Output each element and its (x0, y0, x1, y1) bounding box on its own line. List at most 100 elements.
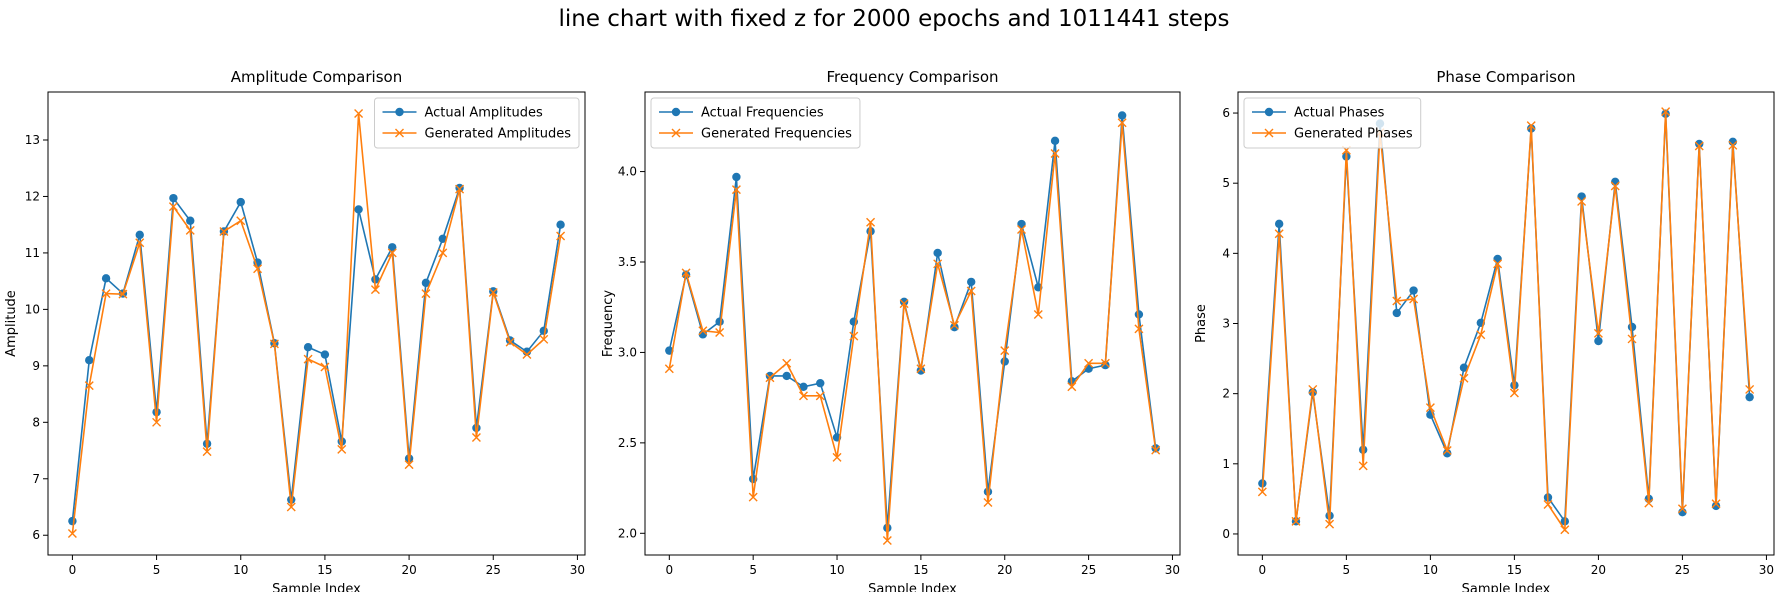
series-actual (68, 183, 565, 526)
plot-frame (1237, 91, 1775, 556)
data-point (135, 238, 145, 248)
y-tick-label: 3 (1222, 317, 1230, 331)
data-point (455, 183, 464, 193)
subplot-title: Amplitude Comparison (231, 68, 402, 86)
data-point (782, 371, 791, 381)
data-point (169, 193, 178, 203)
data-point (1000, 346, 1010, 356)
data-point (219, 226, 229, 236)
legend-label: Actual Phases (1294, 106, 1385, 121)
legend-marker (395, 128, 404, 138)
data-point (455, 184, 465, 194)
data-point (798, 391, 808, 401)
y-tick-label: 5 (1222, 176, 1230, 190)
subplot-title: Phase Comparison (1436, 68, 1575, 86)
series-line (668, 115, 1157, 528)
data-point (1543, 499, 1553, 509)
x-tick-label: 20 (997, 563, 1012, 577)
y-tick-label: 4.0 (618, 165, 637, 179)
y-tick-label: 2 (1222, 387, 1230, 401)
data-point (101, 289, 111, 299)
data-point (1117, 118, 1127, 128)
y-tick-label: 3.0 (618, 345, 637, 359)
legend-marker (395, 107, 404, 117)
data-point (1151, 445, 1161, 455)
x-tick-label: 15 (317, 563, 332, 577)
data-point (236, 197, 245, 207)
y-tick-label: 3.5 (618, 255, 637, 269)
data-point (765, 373, 775, 383)
data-point (748, 492, 758, 502)
data-point (681, 268, 691, 278)
data-point (849, 331, 859, 341)
x-tick-label: 10 (233, 563, 248, 577)
data-point (715, 317, 724, 326)
x-tick-label: 25 (1675, 563, 1690, 577)
data-point (1409, 294, 1419, 304)
data-point (1728, 140, 1738, 150)
legend-label: Generated Frequencies (701, 127, 852, 142)
data-point (1593, 328, 1603, 338)
series-line (1261, 111, 1751, 533)
data-point (1050, 148, 1060, 158)
x-tick-label: 15 (913, 563, 928, 577)
y-axis-label: Amplitude (4, 290, 19, 357)
data-point (899, 297, 909, 306)
data-point (732, 172, 741, 182)
data-point (84, 381, 94, 391)
series-line (668, 122, 1157, 541)
data-point (286, 502, 296, 512)
data-point (168, 202, 178, 212)
data-point (101, 274, 111, 283)
y-tick-label: 12 (25, 189, 40, 203)
data-point (1627, 334, 1637, 344)
data-point (421, 278, 431, 288)
data-point (404, 460, 414, 470)
data-point (505, 337, 515, 347)
data-point (269, 339, 279, 349)
x-axis-label: Sample Index (1462, 582, 1551, 592)
data-point (438, 234, 447, 244)
data-point (556, 231, 566, 241)
data-point (303, 354, 313, 364)
y-tick-label: 9 (32, 359, 40, 373)
data-point (118, 289, 128, 299)
data-point (152, 417, 162, 427)
data-point (1392, 308, 1401, 318)
x-tick-label: 0 (1259, 563, 1267, 577)
data-point (1325, 519, 1335, 529)
data-point (1745, 384, 1755, 394)
data-point (866, 217, 876, 227)
data-point (933, 259, 943, 269)
data-point (816, 378, 825, 388)
legend-marker (671, 128, 681, 138)
series-actual (665, 111, 1160, 533)
x-tick-label: 30 (1165, 563, 1180, 577)
data-point (1067, 382, 1077, 392)
data-point (815, 391, 825, 401)
data-point (1644, 498, 1654, 508)
data-point (387, 248, 397, 258)
data-point (1459, 373, 1469, 383)
data-point (68, 516, 77, 526)
x-tick-label: 25 (1081, 563, 1096, 577)
data-point (832, 452, 842, 462)
legend-label: Generated Phases (1294, 127, 1413, 142)
data-point (1117, 111, 1127, 120)
x-tick-label: 10 (1423, 563, 1438, 577)
x-tick-label: 10 (829, 563, 844, 577)
data-point (1274, 229, 1284, 239)
data-point (421, 289, 431, 299)
y-tick-label: 7 (32, 472, 40, 486)
data-point (1033, 309, 1043, 319)
data-point (1358, 461, 1368, 471)
data-point (1409, 286, 1418, 295)
data-point (1594, 336, 1603, 346)
data-point (1694, 141, 1704, 151)
data-point (471, 433, 481, 443)
x-tick-label: 20 (401, 563, 416, 577)
data-point (1627, 322, 1637, 332)
data-point (1000, 357, 1009, 366)
data-point (799, 382, 808, 392)
